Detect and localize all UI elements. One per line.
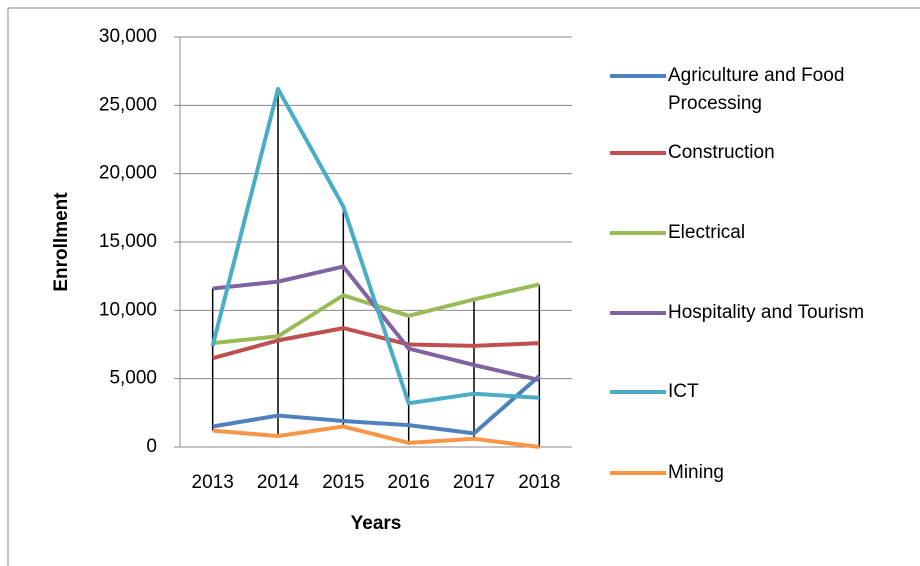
y-tick-label: 5,000 bbox=[109, 368, 157, 389]
x-tick-label: 2018 bbox=[518, 472, 560, 493]
legend-label: Construction bbox=[668, 142, 775, 163]
y-tick-label: 20,000 bbox=[99, 163, 157, 184]
y-tick-label: 25,000 bbox=[99, 94, 157, 115]
series-line bbox=[212, 264, 540, 382]
x-tick-label: 2017 bbox=[453, 472, 495, 493]
legend-label: Hospitality and Tourism bbox=[668, 302, 865, 323]
x-tick-label: 2015 bbox=[322, 472, 364, 493]
x-tick-label: 2014 bbox=[257, 472, 300, 493]
x-tick-label: 2013 bbox=[192, 472, 234, 493]
x-tick-label: 2016 bbox=[388, 472, 430, 493]
legend-label: ICT bbox=[668, 381, 699, 402]
legend-label: Electrical bbox=[668, 222, 746, 243]
series-line bbox=[212, 424, 540, 449]
legend-label: Agriculture and Food Processing bbox=[668, 65, 845, 114]
legend-label: Mining bbox=[668, 462, 724, 483]
x-axis-label: Years bbox=[351, 513, 402, 534]
y-axis-label: Enrollment bbox=[51, 192, 72, 292]
y-tick-label: 0 bbox=[146, 436, 157, 457]
y-tick-label: 30,000 bbox=[99, 26, 157, 47]
series-line bbox=[210, 86, 540, 406]
series-line bbox=[212, 374, 541, 436]
series-line bbox=[212, 326, 540, 361]
y-tick-label: 15,000 bbox=[99, 231, 157, 252]
y-tick-label: 10,000 bbox=[99, 299, 157, 320]
